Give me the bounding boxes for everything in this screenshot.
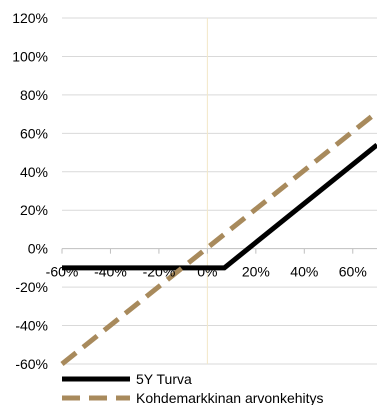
x-tick-label-60: -60% [46,264,79,280]
y-tick-label-100: 100% [12,48,48,64]
y-tick-label-0: 0% [28,241,48,257]
x-tick-label-20: -20% [143,264,176,280]
legend: 5Y Turva Kohdemarkkinan arvonkehitys [62,371,324,405]
x-tick-label-60: 60% [339,264,367,280]
x-tick-label-40: 40% [290,264,318,280]
series-line-kohdemarkkinan-arvonkehitys [60,110,377,366]
legend-label-5y-turva: 5Y Turva [136,371,192,387]
x-tick-label-40: -40% [94,264,127,280]
y-tick-label-20: 20% [20,202,48,218]
y-tick-label-40: -40% [15,318,48,334]
y-tick-label-60: 60% [20,125,48,141]
series-line-5y-turva [62,142,377,271]
y-tick-label-60: -60% [15,356,48,372]
y-tick-label-120: 120% [12,10,48,26]
y-tick-labels: 120% 100% 80% 60% 40% 20% 0% -20% -40% -60% [12,10,48,372]
x-tick-labels: -60% -40% -20% 0% 20% 40% 60% [46,248,367,280]
y-tick-label-80: 80% [20,87,48,103]
series-layer [60,110,377,366]
x-tick-label-20: 20% [242,264,270,280]
gridlines [62,17,377,365]
y-tick-label-40: 40% [20,164,48,180]
y-tick-label-20: -20% [15,279,48,295]
x-tick-label-0: 0% [197,264,217,280]
legend-label-kohdemarkkinan: Kohdemarkkinan arvonkehitys [136,390,324,405]
